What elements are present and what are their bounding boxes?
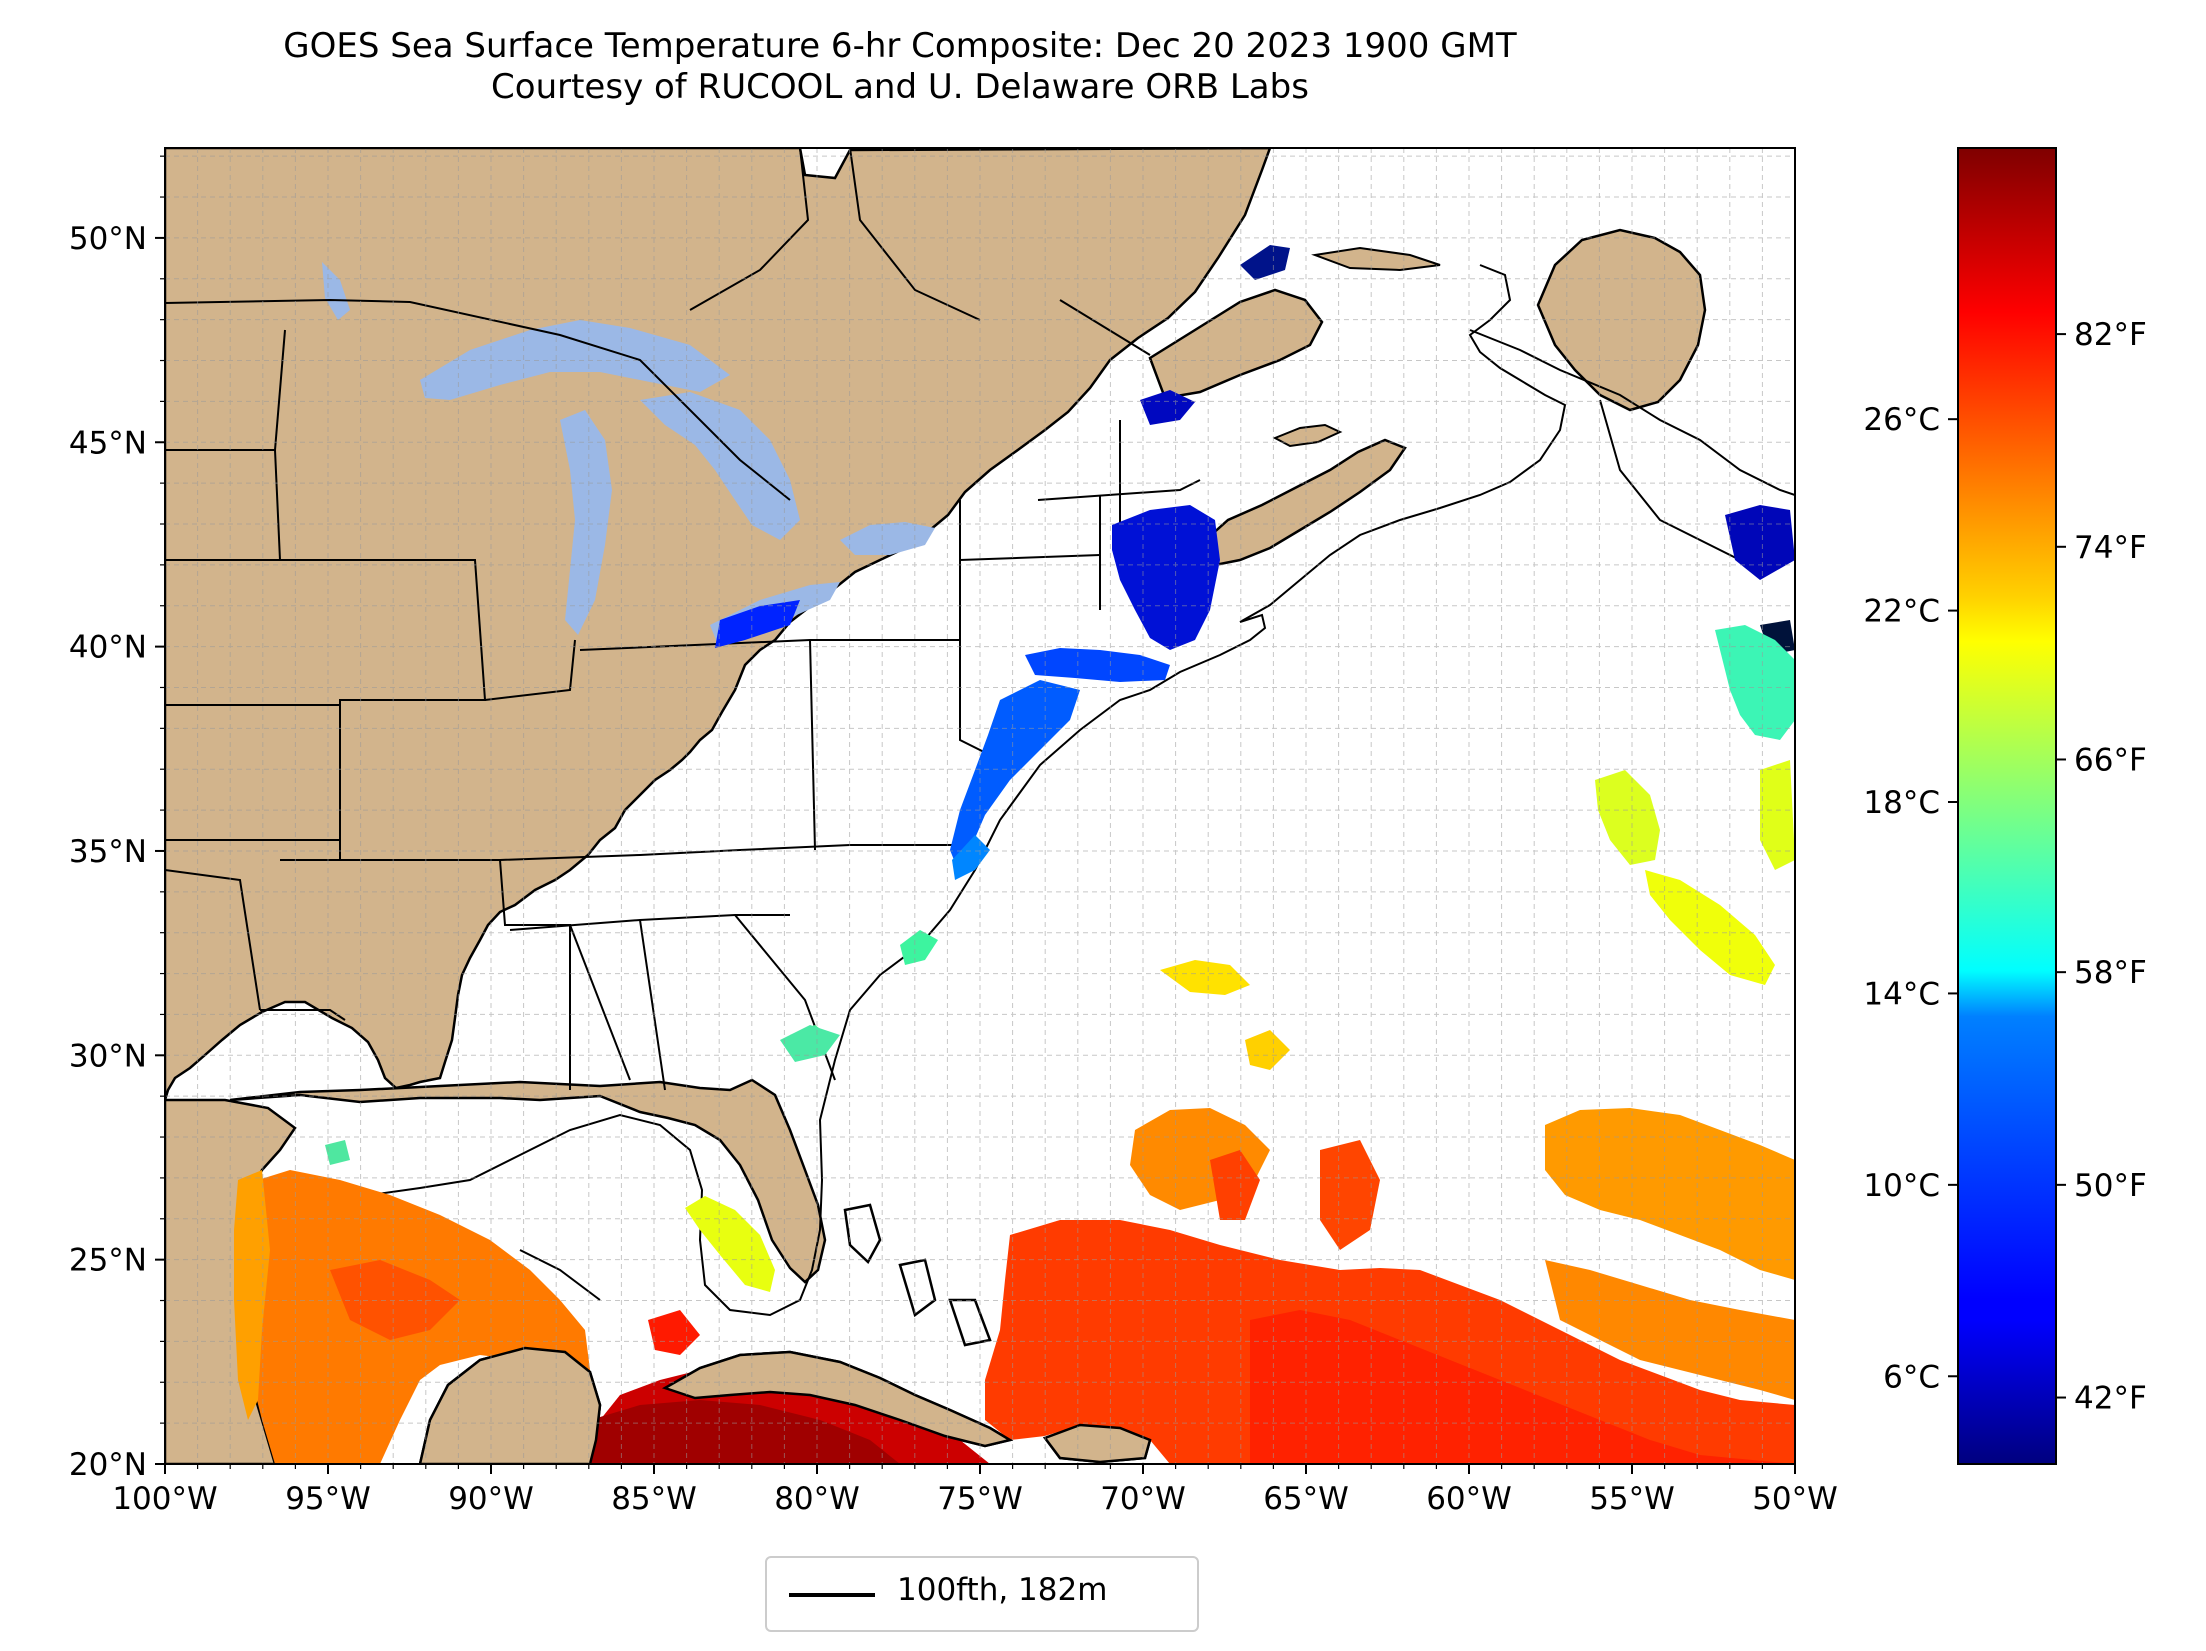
colorbar-c-label: 10°C bbox=[1863, 1168, 1940, 1204]
y-tick-label: 30°N bbox=[69, 1038, 147, 1074]
y-tick-label: 25°N bbox=[69, 1243, 147, 1279]
land-cuba-overlay bbox=[661, 1350, 1014, 1448]
sst-gulf-stream-north bbox=[325, 625, 1795, 1165]
x-tick-label: 80°W bbox=[774, 1481, 860, 1517]
legend: 100fth, 182m bbox=[765, 1556, 1199, 1632]
land-anticosti bbox=[1311, 246, 1441, 272]
lake-huron bbox=[640, 392, 800, 540]
land-hispaniola-overlay bbox=[1042, 1423, 1152, 1464]
sst-warm-yellow bbox=[685, 760, 1795, 1292]
x-tick-label: 90°W bbox=[448, 1481, 534, 1517]
x-tick-label: 100°W bbox=[112, 1481, 217, 1517]
colorbar-celsius-axis: 6°C 10°C 14°C 18°C 22°C 26°C bbox=[1863, 402, 1958, 1395]
colorbar-fahrenheit-axis: 42°F 50°F 58°F 66°F 74°F 82°F bbox=[2056, 317, 2147, 1417]
x-tick-label: 55°W bbox=[1589, 1481, 1675, 1517]
colorbar-c-label: 14°C bbox=[1863, 976, 1940, 1012]
y-tick-label: 20°N bbox=[69, 1447, 147, 1483]
land-maritimes bbox=[1198, 438, 1407, 567]
graticule-grid bbox=[165, 148, 1795, 1464]
map-subtitle: Courtesy of RUCOOL and U. Delaware ORB L… bbox=[491, 67, 1309, 107]
sst-warm-orange bbox=[234, 1108, 1795, 1464]
y-tick-label: 45°N bbox=[69, 425, 147, 461]
colorbar-f-label: 66°F bbox=[2074, 742, 2147, 778]
x-tick-label: 65°W bbox=[1263, 1481, 1349, 1517]
lake-superior bbox=[420, 320, 730, 400]
legend-label: 100fth, 182m bbox=[897, 1572, 1108, 1608]
y-tick-label: 40°N bbox=[69, 630, 147, 666]
colorbar-f-label: 74°F bbox=[2074, 530, 2147, 566]
land-pei bbox=[1272, 423, 1343, 448]
land-yucatan-overlay bbox=[418, 1346, 602, 1464]
colorbar-c-label: 18°C bbox=[1863, 785, 1940, 821]
land-quebec bbox=[1148, 288, 1324, 400]
x-tick-label: 85°W bbox=[611, 1481, 697, 1517]
y-tick-label: 50°N bbox=[69, 221, 147, 257]
latitude-axis: 20°N 25°N 30°N 35°N 40°N 45°N 50°N bbox=[69, 155, 165, 1483]
legend-line-swatch bbox=[789, 1593, 875, 1597]
x-tick-label: 70°W bbox=[1100, 1481, 1186, 1517]
longitude-axis: 100°W 95°W 90°W 85°W 80°W 75°W 70°W 65°W 60°W 55°… bbox=[112, 1464, 1838, 1517]
x-tick-label: 75°W bbox=[937, 1481, 1023, 1517]
lake-michigan bbox=[560, 410, 612, 635]
y-tick-label: 35°N bbox=[69, 834, 147, 870]
x-tick-label: 60°W bbox=[1426, 1481, 1512, 1517]
colorbar-c-label: 6°C bbox=[1883, 1359, 1940, 1395]
contour-100fth bbox=[281, 264, 1795, 1464]
colorbar-f-label: 50°F bbox=[2074, 1168, 2147, 1204]
lake-winnipeg-area bbox=[322, 262, 350, 320]
colorbar-c-label: 26°C bbox=[1863, 402, 1940, 438]
colorbar-f-label: 58°F bbox=[2074, 955, 2147, 991]
x-tick-label: 95°W bbox=[285, 1481, 371, 1517]
map-title: GOES Sea Surface Temperature 6-hr Compos… bbox=[283, 26, 1517, 66]
colorbar-f-label: 82°F bbox=[2074, 317, 2147, 353]
x-tick-label: 50°W bbox=[1752, 1481, 1838, 1517]
map-panel bbox=[165, 148, 1795, 1464]
colorbar-c-label: 22°C bbox=[1863, 594, 1940, 630]
land-gulf-coast bbox=[229, 1078, 827, 1284]
colorbar-f-label: 42°F bbox=[2074, 1381, 2147, 1417]
lake-ontario bbox=[840, 522, 935, 555]
colorbar bbox=[1957, 147, 2057, 1465]
